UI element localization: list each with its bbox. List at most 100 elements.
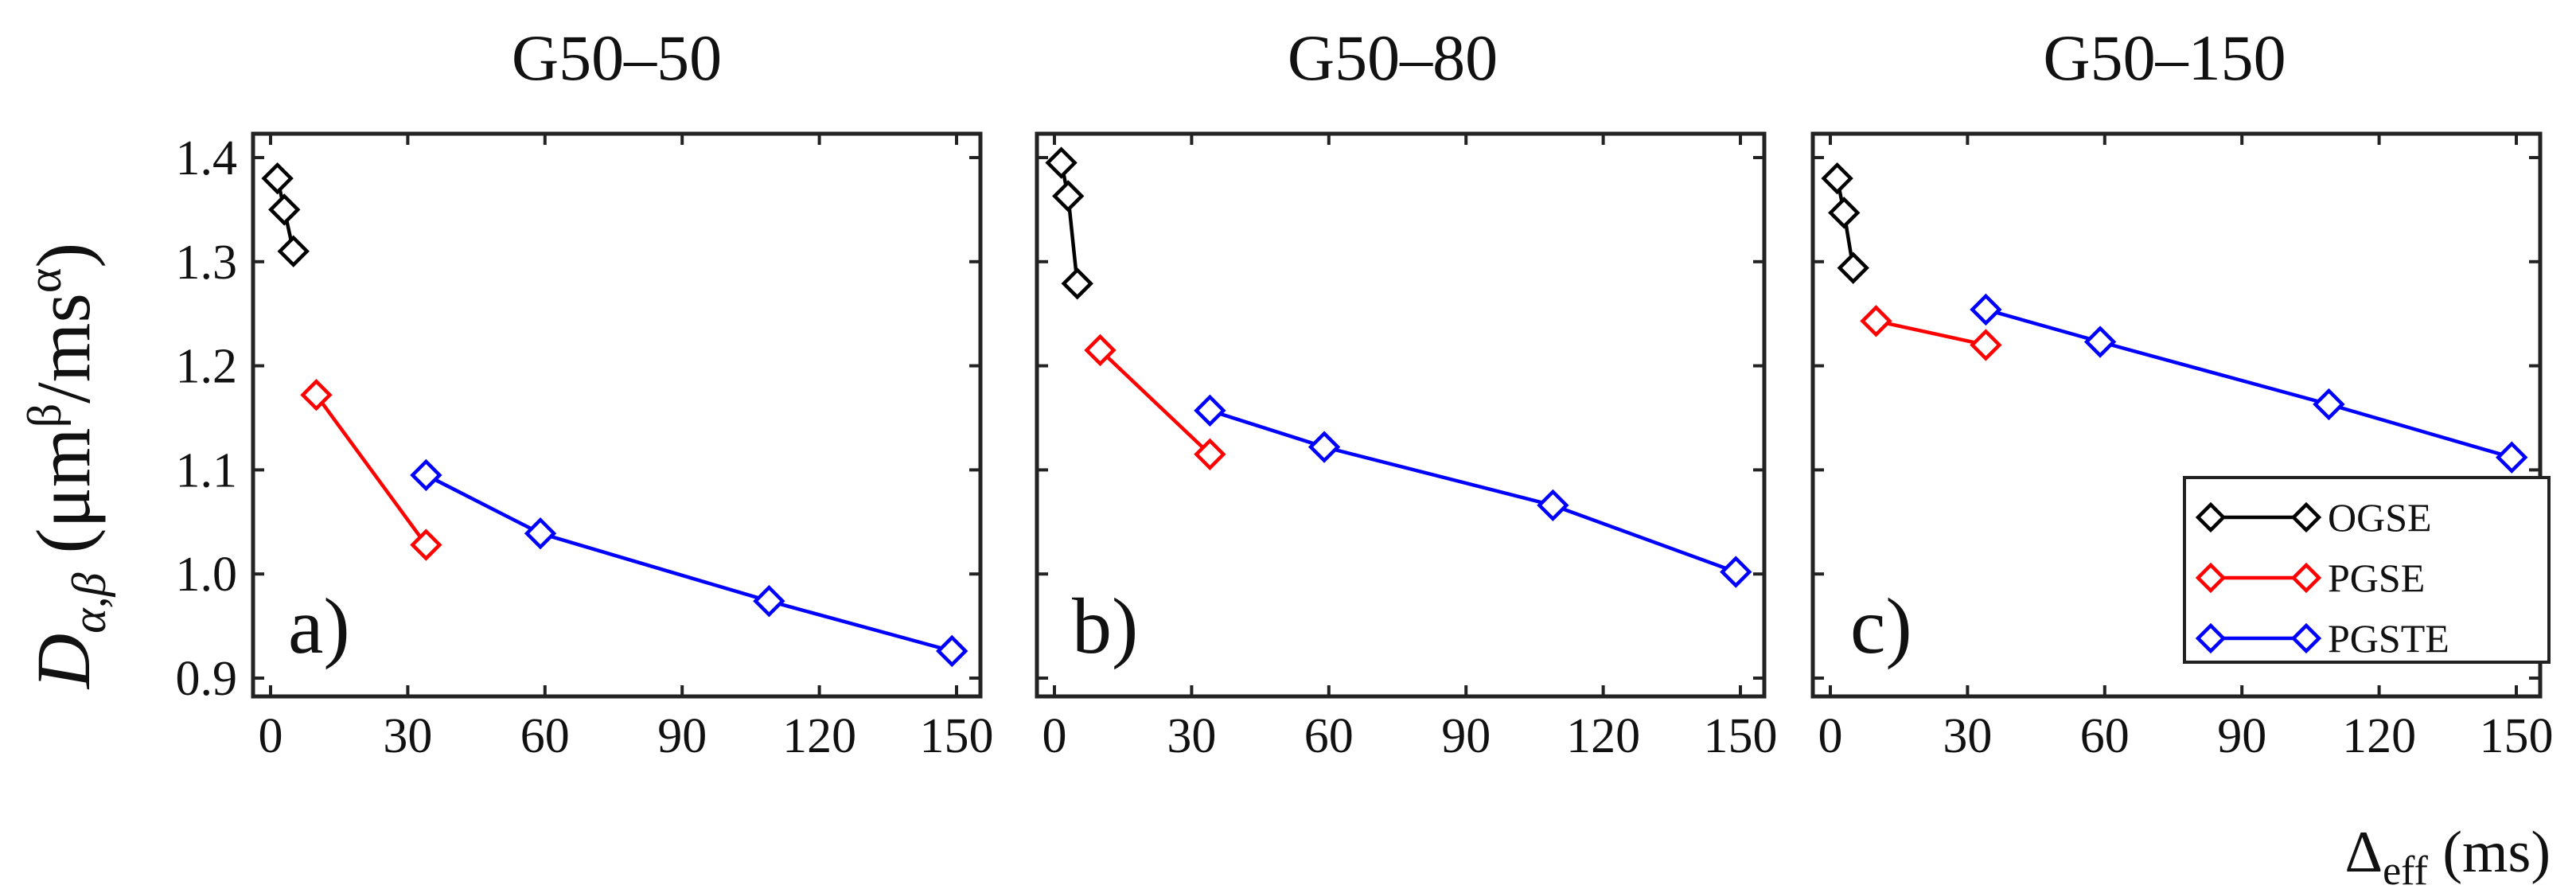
panel-letter: a) [288,582,350,670]
x-tick-label: 120 [1566,709,1640,763]
panel-title: G50–150 [2043,21,2286,94]
series-layer [1045,146,1752,588]
x-axis-label-sub: eff [2383,848,2428,893]
y-tick-label: 1.3 [176,236,238,290]
panel-letter: c) [1850,582,1912,670]
legend-marker [2290,562,2322,594]
data-point [1084,333,1117,367]
series-line [1098,349,1211,456]
panel-title: G50–80 [1288,21,1498,94]
y-tick-label: 1.0 [176,548,238,602]
data-point [524,517,557,550]
data-point [1194,394,1226,427]
y-axis-label: Dα,β (μmβ/msα) [18,243,115,690]
x-tick-label: 90 [1441,709,1491,763]
data-point [1860,305,1892,337]
y-axis-label-units-sup1: β [18,404,71,428]
legend-marker [2195,622,2227,654]
panel-g50-50: G50–50 0.9 1.0 1.1 1.2 1.3 1.4 0 30 60 90 120 150 a… [176,21,994,763]
y-tick-label: 1.2 [176,340,238,394]
panel-g50-150: G50–150 0 30 60 90 120 150 c) [1810,21,2554,763]
ticks: 0 30 60 90 120 150 [1813,134,2554,763]
data-point [268,193,301,226]
x-tick-label: 30 [383,709,432,763]
legend-entry-pgse: PGSE [2195,556,2425,600]
legend-label: OGSE [2328,495,2432,540]
legend-marker [2290,501,2322,533]
data-point [1970,293,2002,326]
y-tick-label: 1.1 [176,443,238,497]
data-point [1537,489,1569,522]
series-pgse [1084,333,1226,470]
data-point [1837,252,1869,284]
series-pgste [1970,293,2528,474]
series-line [1059,162,1079,284]
data-point [300,379,333,411]
series-line [314,393,428,546]
x-tick-label: 30 [1943,709,1992,763]
data-point [1828,197,1861,229]
legend-label: PGSE [2328,556,2425,600]
data-point [1061,267,1093,300]
data-point [1970,329,2002,361]
x-tick-label: 150 [1704,709,1778,763]
x-tick-label: 120 [2342,709,2416,763]
y-axis-label-units-sup2: α [18,268,71,293]
y-axis-label-units-close: ) [21,243,106,268]
y-axis-label-units-mid: /ms [21,293,106,404]
series-ogse [1045,146,1093,300]
data-point [1194,438,1226,470]
data-point [2083,326,2117,358]
data-point [410,528,442,561]
y-axis-label-sub: α,β [63,572,115,633]
plot-frame [1810,131,2543,699]
x-axis-label: Δeff (ms) [2344,820,2551,893]
series-line [1209,408,1737,574]
legend: OGSE PGSE PGSTE [2183,476,2551,664]
data-point [1307,431,1341,463]
y-axis-label-units-open: (μm [21,427,106,572]
x-tick-label: 120 [782,709,856,763]
x-axis-label-units: (ms) [2428,820,2551,885]
data-point [2496,441,2528,474]
panel-letter: b) [1072,582,1138,670]
data-point [753,585,785,618]
legend-entry-ogse: OGSE [2195,495,2432,540]
x-tick-label: 0 [1818,709,1843,763]
series-pgse [300,379,442,561]
x-tick-label: 90 [2217,709,2266,763]
x-axis-label-main: Δ [2344,820,2383,885]
series-ogse [1821,162,1869,284]
panel-title: G50–50 [512,21,722,94]
data-point [1720,556,1752,588]
series-layer [1821,162,2528,474]
legend-entry-pgste: PGSTE [2195,616,2449,661]
x-tick-label: 60 [1304,709,1354,763]
x-tick-label: 60 [2080,709,2130,763]
series-ogse [261,162,310,267]
data-point [1052,180,1085,213]
data-point [936,634,968,668]
legend-marker [2195,501,2227,533]
plot-frame [1035,131,1767,699]
x-tick-label: 0 [259,709,283,763]
legend-label: PGSTE [2328,616,2449,661]
x-tick-label: 150 [920,709,994,763]
series-line [425,473,953,653]
series-pgse [1860,305,2002,361]
y-tick-label: 1.4 [176,131,238,185]
data-point [410,458,442,492]
x-tick-label: 30 [1167,709,1216,763]
series-layer [261,162,968,668]
legend-marker [2195,562,2227,594]
y-tick-label: 0.9 [176,652,238,706]
plot-frame [251,131,983,699]
legend-marker [2290,622,2322,654]
x-tick-label: 0 [1042,709,1067,763]
data-point [2313,388,2345,421]
ticks: 0 30 60 90 120 150 [1037,134,1778,763]
x-tick-label: 60 [520,709,570,763]
x-tick-label: 90 [657,709,707,763]
data-point [277,235,310,267]
